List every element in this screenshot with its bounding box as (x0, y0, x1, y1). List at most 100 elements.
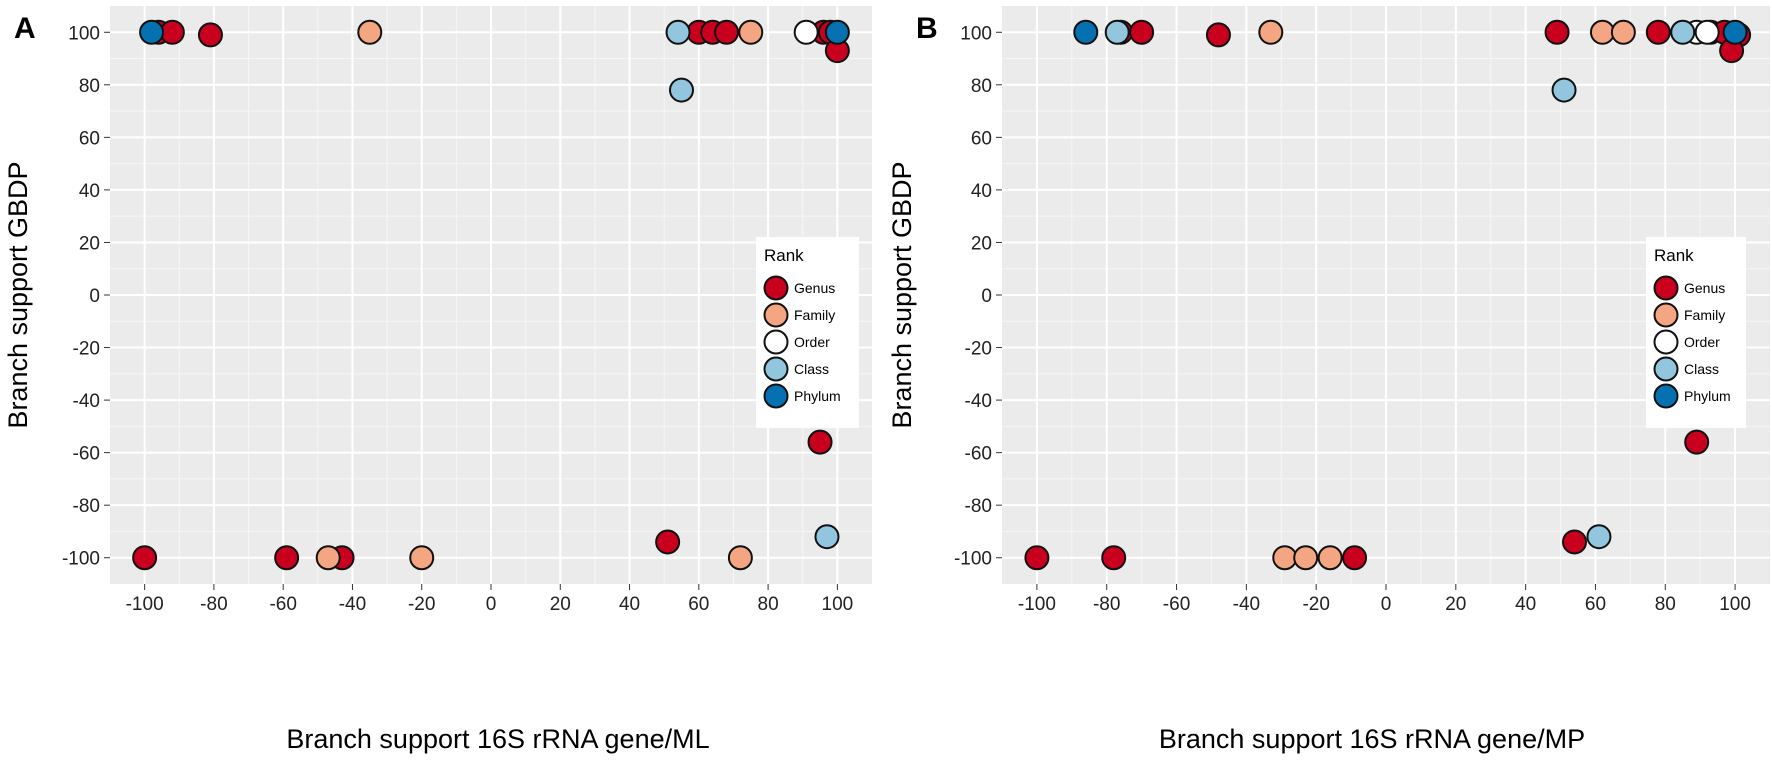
point-phylum (1722, 19, 1748, 45)
legend-label-genus: Genus (1684, 280, 1725, 296)
legend-title: Rank (1654, 246, 1694, 265)
point-family (1589, 19, 1615, 45)
point-family (1258, 19, 1284, 45)
panel-b-letter: B (916, 12, 938, 45)
point-phylum (824, 19, 850, 45)
legend-label-phylum: Phylum (794, 388, 841, 404)
legend-label-family: Family (1684, 307, 1725, 323)
x-axis-title: Branch support 16S rRNA gene/MP (1159, 724, 1585, 754)
legend-swatch-order (1653, 329, 1679, 355)
x-tick-label: 20 (550, 594, 571, 615)
y-tick-label: 80 (971, 76, 992, 97)
point-genus (1101, 545, 1127, 571)
y-tick-label: 80 (79, 76, 100, 97)
point-genus (1024, 545, 1050, 571)
y-tick-label: 20 (79, 233, 100, 254)
legend-label-family: Family (794, 307, 835, 323)
panel-b-chart: B -100 -80 -60 -40 -20 0 20 40 60 80 100 -100 -80 -60 -… (887, 6, 1770, 754)
data-points-a (132, 19, 850, 571)
y-tick-label: 20 (971, 233, 992, 254)
point-family (738, 19, 764, 45)
point-genus (1205, 22, 1231, 48)
x-tick-label: 80 (758, 594, 779, 615)
x-tick-label: -60 (269, 594, 296, 615)
point-genus (197, 22, 223, 48)
y-tick-label: -60 (965, 444, 992, 465)
legend-swatch-order (763, 329, 789, 355)
point-family (1293, 545, 1319, 571)
point-family (1272, 545, 1298, 571)
point-class (665, 19, 691, 45)
x-tick-label: -100 (1018, 594, 1056, 615)
x-tick-label: -100 (126, 594, 164, 615)
point-class (814, 524, 840, 550)
legend-label-class: Class (1684, 361, 1719, 377)
x-tick-label: 0 (1381, 594, 1392, 615)
legend-title: Rank (764, 246, 804, 265)
x-tick-label: 100 (822, 594, 854, 615)
x-tick-label: -40 (1233, 594, 1260, 615)
legend-swatch-genus (763, 275, 789, 301)
point-class (669, 77, 694, 103)
legend-swatch-genus (1653, 275, 1679, 301)
legend-swatch-family (1653, 302, 1679, 328)
point-family (1317, 545, 1343, 571)
panel-a-chart: A -100 -80 -60 -40 -20 0 20 40 60 80 100 -100 -80 -60 -… (3, 6, 872, 754)
y-tick-label: 60 (79, 128, 100, 149)
y-tick-label: 60 (971, 128, 992, 149)
point-class (1670, 19, 1696, 45)
point-genus (1544, 19, 1570, 45)
legend-swatch-family (763, 302, 789, 328)
legend-label-order: Order (1684, 334, 1720, 350)
point-family (315, 545, 341, 571)
legend-swatch-class (763, 356, 789, 382)
x-axis-title: Branch support 16S rRNA gene/ML (286, 724, 709, 754)
point-family (409, 545, 435, 571)
legend-swatch-phylum (763, 383, 789, 409)
x-tick-label: 40 (619, 594, 640, 615)
y-tick-label: -40 (965, 391, 992, 412)
x-tick-label: -40 (339, 594, 366, 615)
x-tick-label: 0 (486, 594, 497, 615)
legend-a: Rank Genus Family Order Class Phylum (756, 237, 859, 428)
point-genus (159, 19, 185, 45)
y-tick-label: -40 (73, 391, 100, 412)
point-genus (1129, 19, 1155, 45)
y-tick-label: -20 (73, 339, 100, 360)
point-genus (1342, 545, 1368, 571)
legend-swatch-phylum (1653, 383, 1679, 409)
point-family (1610, 19, 1636, 45)
point-genus (1562, 529, 1588, 555)
point-genus (714, 19, 740, 45)
x-tick-label: -60 (1163, 594, 1190, 615)
point-phylum (139, 19, 165, 45)
legend-swatch-class (1653, 356, 1679, 382)
y-axis-title: Branch support GBDP (3, 161, 33, 428)
y-tick-label: 0 (89, 286, 100, 307)
legend-label-class: Class (794, 361, 829, 377)
point-genus (274, 545, 300, 571)
data-points-b (1024, 19, 1752, 571)
x-tick-label: 100 (1719, 594, 1751, 615)
y-tick-label: -80 (965, 496, 992, 517)
x-tick-label: 40 (1515, 594, 1536, 615)
legend-b: Rank Genus Family Order Class Phylum (1646, 237, 1746, 428)
y-axis-title: Branch support GBDP (887, 161, 917, 428)
x-tick-label: 80 (1655, 594, 1676, 615)
point-phylum (1073, 19, 1099, 45)
y-tick-label: 40 (79, 181, 100, 202)
x-tick-label: -20 (1302, 594, 1329, 615)
legend-label-order: Order (794, 334, 830, 350)
point-class (1586, 524, 1612, 550)
point-family (727, 545, 753, 571)
point-order (793, 19, 819, 45)
y-tick-label: -60 (73, 444, 100, 465)
y-tick-label: 0 (981, 286, 992, 307)
point-class (1551, 77, 1577, 103)
point-genus (132, 545, 158, 571)
x-tick-label: -80 (1093, 594, 1120, 615)
x-tick-label: -80 (200, 594, 227, 615)
point-genus (807, 429, 833, 455)
legend-label-phylum: Phylum (1684, 388, 1731, 404)
